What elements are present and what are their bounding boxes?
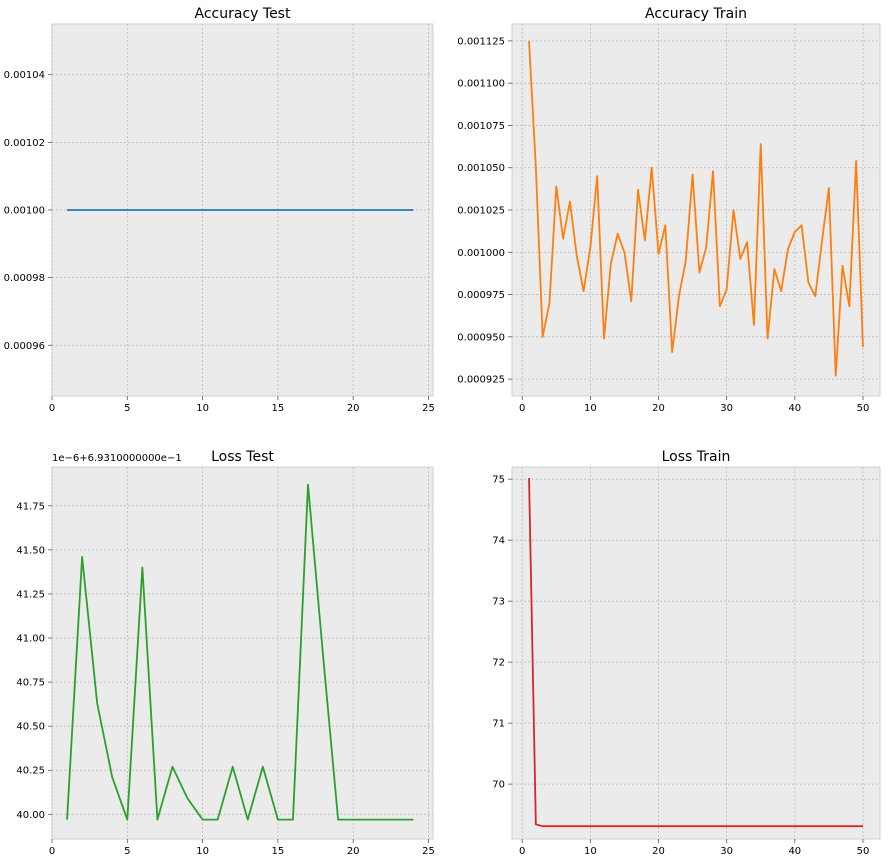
x-tick-label: 10	[584, 403, 597, 414]
y-tick-label: 71	[492, 719, 505, 730]
x-tick-label: 20	[652, 846, 665, 857]
offset-text: 1e−6+6.9310000000e−1	[52, 453, 182, 464]
plot-area	[511, 466, 881, 840]
subplot-title: Accuracy Test	[195, 6, 291, 22]
x-tick-label: 10	[196, 846, 209, 857]
y-tick-label: 0.00098	[4, 273, 45, 284]
x-tick-label: 30	[720, 403, 733, 414]
y-tick-label: 0.000925	[457, 375, 505, 386]
y-tick-label: 40.00	[16, 810, 45, 821]
y-tick-label: 0.00100	[4, 206, 45, 217]
subplot-title: Loss Test	[211, 449, 274, 465]
y-tick-label: 0.001000	[457, 248, 505, 259]
x-tick-label: 50	[857, 403, 870, 414]
subplot-1: 0 10 20 30 40 50 0.000925 0.000950 0.000975 0.001…	[457, 6, 881, 414]
x-tick-label: 30	[720, 846, 733, 857]
x-tick-label: 10	[196, 403, 209, 414]
y-tick-label: 0.001100	[457, 79, 505, 90]
plot-area	[51, 466, 434, 840]
x-tick-label: 20	[347, 846, 360, 857]
series-line	[528, 40, 864, 377]
y-tick-label: 40.25	[16, 766, 45, 777]
x-tick-label: 0	[49, 403, 55, 414]
x-tick-label: 0	[519, 846, 525, 857]
y-tick-label: 41.75	[16, 501, 45, 512]
y-tick-label: 40.75	[16, 678, 45, 689]
x-tick-label: 15	[272, 846, 285, 857]
y-tick-label: 0.001075	[457, 121, 505, 132]
series-line	[66, 483, 414, 821]
y-tick-label: 0.000950	[457, 332, 505, 343]
y-tick-label: 41.50	[16, 545, 45, 556]
x-tick-label: 20	[347, 403, 360, 414]
x-tick-label: 10	[584, 846, 597, 857]
x-tick-label: 25	[422, 846, 435, 857]
y-tick-label: 0.00102	[4, 138, 45, 149]
y-tick-label: 0.000975	[457, 290, 505, 301]
y-tick-label: 72	[492, 658, 505, 669]
subplot-title: Loss Train	[662, 449, 731, 465]
x-tick-label: 20	[652, 403, 665, 414]
y-tick-label: 73	[492, 597, 505, 608]
subplot-0: 0 5 10 15 20 25 0.00096 0.00098 0.00100 0.00102 0.…	[4, 6, 435, 414]
x-tick-label: 0	[519, 403, 525, 414]
x-tick-label: 25	[422, 403, 435, 414]
y-tick-label: 74	[492, 536, 505, 547]
x-tick-label: 15	[272, 403, 285, 414]
x-tick-label: 50	[857, 846, 870, 857]
x-tick-label: 5	[124, 403, 130, 414]
subplot-3: 0 10 20 30 40 50 70 71 72 73 74 75 Loss Train	[492, 449, 881, 857]
series-line	[528, 477, 863, 828]
subplot-title: Accuracy Train	[645, 6, 747, 22]
y-tick-label: 40.50	[16, 722, 45, 733]
x-tick-label: 40	[788, 403, 801, 414]
x-tick-label: 0	[49, 846, 55, 857]
y-tick-label: 41.00	[16, 634, 45, 645]
y-tick-label: 0.001025	[457, 206, 505, 217]
x-tick-label: 40	[788, 846, 801, 857]
subplot-2: 0 5 10 15 20 25 40.00 40.25 40.50 40.75 41.00 41.25…	[16, 449, 434, 857]
y-tick-label: 0.001050	[457, 163, 505, 174]
x-tick-label: 5	[124, 846, 130, 857]
y-tick-label: 0.00096	[4, 341, 45, 352]
y-tick-label: 0.001125	[457, 36, 505, 47]
y-tick-label: 75	[492, 475, 505, 486]
y-tick-label: 70	[492, 780, 505, 791]
y-tick-label: 0.00104	[4, 70, 45, 81]
y-tick-label: 41.25	[16, 589, 45, 600]
